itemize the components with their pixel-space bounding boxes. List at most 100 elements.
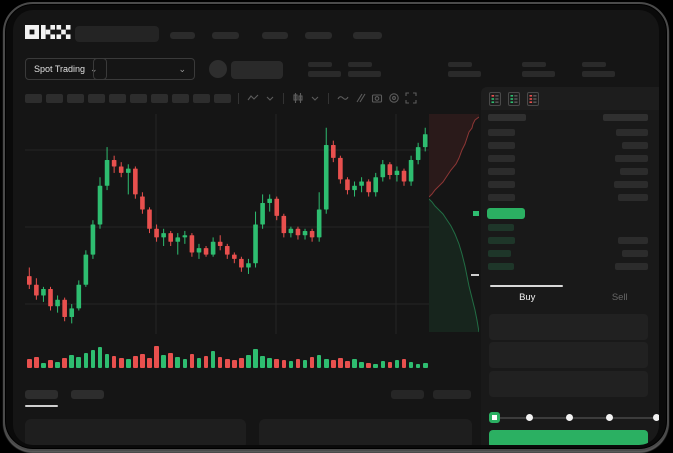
orderbook-bid-row[interactable] (481, 224, 659, 231)
tab-buy[interactable]: Buy (519, 292, 536, 303)
volume-bar (210, 351, 216, 368)
volume-bar (111, 356, 117, 368)
total-placeholder (616, 129, 648, 136)
candle (62, 299, 67, 317)
candlestick-chart[interactable] (25, 114, 429, 334)
price-placeholder (488, 263, 514, 270)
orderbook-bid-row[interactable] (481, 263, 659, 270)
chevron-down-icon[interactable] (263, 92, 276, 105)
book-bids-icon[interactable] (508, 91, 520, 106)
volume-bar (309, 357, 315, 368)
candle (309, 230, 315, 238)
amount-slider-track[interactable] (491, 417, 659, 419)
indicator-icon[interactable] (336, 92, 349, 105)
interval-button[interactable] (151, 93, 168, 103)
market-stat-placeholder (448, 62, 481, 77)
volume-bar (401, 359, 407, 368)
price-placeholder (488, 181, 515, 188)
settings-icon[interactable] (387, 92, 400, 105)
candle (118, 166, 124, 173)
volume-bar (387, 362, 393, 368)
candle (422, 134, 428, 148)
orderbook-bid-row[interactable] (481, 250, 659, 257)
candle (76, 284, 82, 309)
buy-submit-button[interactable] (489, 430, 648, 445)
interval-button[interactable] (67, 93, 84, 103)
interval-button[interactable] (109, 93, 126, 103)
book-both-icon[interactable] (489, 91, 501, 106)
orderbook-bid-row[interactable] (481, 237, 659, 244)
candle (224, 246, 230, 255)
stat-value-bar (522, 71, 555, 77)
candle (41, 289, 46, 296)
interval-button[interactable] (46, 93, 63, 103)
nav-item-placeholder[interactable] (170, 32, 195, 39)
market-stat-placeholder (348, 62, 381, 77)
snapshot-icon[interactable] (370, 92, 383, 105)
search-input[interactable] (75, 26, 159, 42)
interval-button[interactable] (88, 93, 105, 103)
volume-bar (55, 362, 60, 368)
orderbook-ask-row[interactable] (481, 168, 659, 175)
fullscreen-icon[interactable] (404, 92, 417, 105)
orderbook-ask-row[interactable] (481, 142, 659, 149)
volume-bar (295, 359, 301, 368)
candle-interval-icon[interactable] (291, 92, 304, 105)
volume-bar (41, 363, 46, 368)
bottom-action[interactable] (433, 390, 471, 399)
last-price-badge[interactable] (487, 208, 525, 219)
interval-button[interactable] (130, 93, 147, 103)
slider-step-dot[interactable] (526, 414, 533, 421)
volume-bar (161, 355, 166, 368)
okx-logo[interactable] (25, 25, 71, 40)
volume-bar (253, 349, 258, 368)
orderbook-ask-row[interactable] (481, 194, 659, 201)
orderbook-ask-row[interactable] (481, 155, 659, 162)
orderbook-ask-row[interactable] (481, 129, 659, 136)
bottom-tab-active[interactable] (25, 390, 58, 399)
amount-field[interactable] (489, 342, 648, 368)
orderbook-trade-panel: Buy Sell (481, 87, 659, 445)
candle (55, 299, 60, 307)
price-placeholder (488, 114, 526, 121)
candle (140, 196, 145, 210)
interval-button[interactable] (214, 93, 231, 103)
nav-item-placeholder[interactable] (212, 32, 239, 39)
nav-item-placeholder[interactable] (262, 32, 288, 39)
interval-button[interactable] (25, 93, 42, 103)
slider-step-dot[interactable] (606, 414, 613, 421)
volume-bar (331, 360, 336, 368)
volume-bar (168, 353, 173, 368)
nav-item-placeholder[interactable] (353, 32, 382, 39)
candle (154, 228, 159, 238)
slider-step-dot[interactable] (653, 414, 659, 421)
interval-button[interactable] (193, 93, 210, 103)
bottom-tab[interactable] (71, 390, 104, 399)
volume-bar (422, 363, 428, 368)
volume-bar (323, 359, 329, 368)
pair-selector-dropdown[interactable]: ⌄ (93, 58, 195, 80)
book-asks-icon[interactable] (527, 91, 539, 106)
volume-bar (182, 359, 188, 368)
tab-sell[interactable]: Sell (611, 292, 628, 303)
volume-bar (175, 357, 181, 368)
depth-chart (429, 114, 479, 333)
volume-bar (415, 364, 421, 368)
total-field[interactable] (489, 371, 648, 397)
candle (104, 160, 110, 186)
line-type-icon[interactable] (246, 92, 259, 105)
bottom-action[interactable] (391, 390, 424, 399)
open-orders-panel (25, 419, 246, 445)
price-field[interactable] (489, 314, 648, 340)
nav-item-placeholder[interactable] (305, 32, 332, 39)
chevron-down-icon[interactable] (308, 92, 321, 105)
stat-value-bar (582, 71, 615, 77)
compare-icon[interactable] (353, 92, 366, 105)
slider-step-dot[interactable] (566, 414, 573, 421)
orderbook-ask-row[interactable] (481, 181, 659, 188)
market-stat-placeholder (308, 62, 341, 77)
amount-slider-handle[interactable] (489, 412, 500, 423)
orderbook-header-row (481, 114, 659, 121)
interval-button[interactable] (172, 93, 189, 103)
